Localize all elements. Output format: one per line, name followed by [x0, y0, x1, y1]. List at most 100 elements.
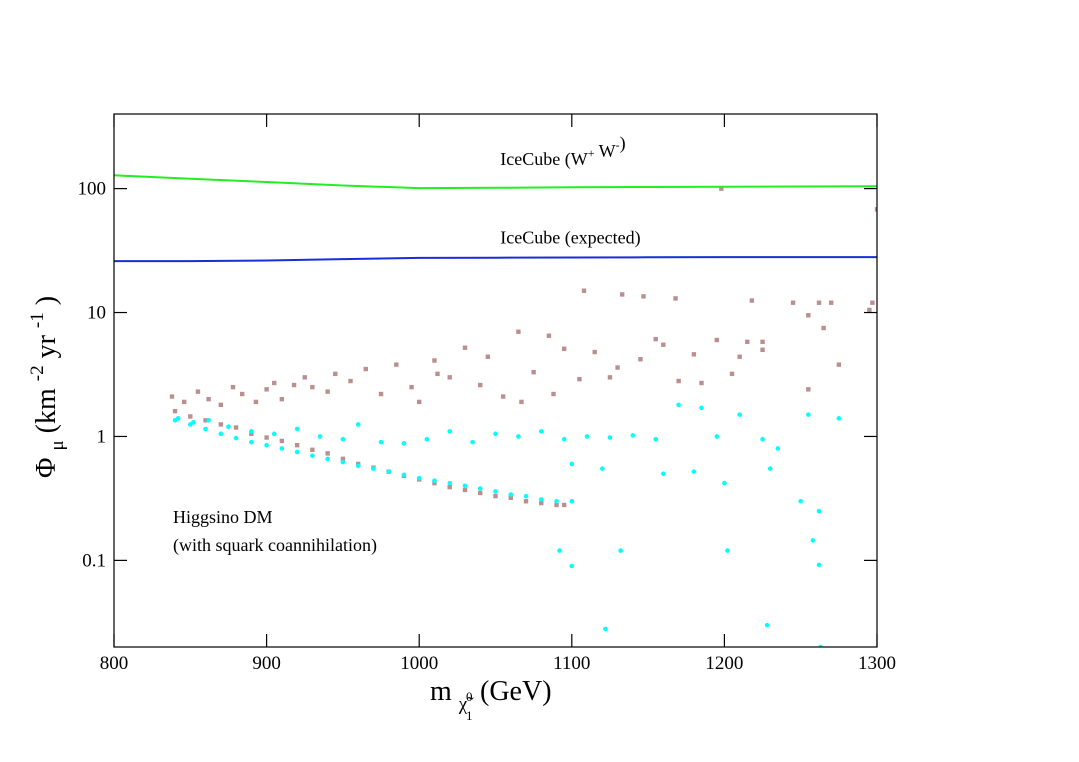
- scatter-point: [340, 436, 346, 442]
- scatter-point: [264, 387, 269, 392]
- axis-ticks: 800 900 1000 1100 1200 1300 0.1 1 10 100: [78, 114, 896, 674]
- scatter-point: [760, 339, 765, 345]
- scatter-point: [531, 370, 536, 375]
- scatter-point: [188, 414, 193, 419]
- scatter-point: [478, 382, 483, 388]
- scatter-point: [432, 480, 437, 486]
- scatter-point: [836, 416, 842, 421]
- scatter-point: [607, 435, 613, 440]
- scatter-series: [172, 408, 567, 508]
- scatter-point: [264, 442, 269, 448]
- scatter-point: [661, 471, 666, 477]
- scatter-point: [249, 439, 254, 445]
- scatter-point: [172, 418, 178, 423]
- x-axis-title-main: m: [430, 676, 452, 707]
- x-axis-title-subsup: 0: [466, 689, 473, 704]
- y-tick-label: 1: [97, 426, 107, 447]
- scatter-point: [249, 429, 254, 434]
- scatter-point: [569, 461, 575, 467]
- scatter-point: [203, 426, 208, 432]
- scatter-point: [714, 434, 720, 439]
- scatter-point: [294, 426, 300, 432]
- scatter-point: [749, 298, 755, 303]
- scatter-point: [470, 439, 475, 445]
- scatter-point: [546, 333, 552, 338]
- scatter-point: [618, 548, 623, 553]
- scatter-point: [760, 436, 765, 442]
- scatter-point: [581, 288, 587, 293]
- scatter-point: [798, 498, 803, 504]
- scatter-point: [218, 422, 224, 427]
- scatter-point: [432, 358, 437, 363]
- scatter-point: [691, 469, 697, 474]
- scatter-point: [806, 412, 811, 417]
- x-tick-label: 1300: [858, 653, 896, 674]
- line-label: IceCube (expected): [500, 228, 640, 249]
- scatter-point: [729, 371, 735, 377]
- scatter-point: [325, 389, 330, 394]
- scatter-point: [310, 447, 315, 453]
- scatter-point: [378, 391, 384, 397]
- y-tick-label: 10: [87, 303, 106, 324]
- scatter-point: [432, 478, 437, 483]
- scatter-point: [816, 562, 822, 568]
- scatter-point: [538, 429, 544, 434]
- scatter-point: [188, 422, 193, 427]
- scatter-point: [737, 412, 742, 417]
- plot-marks: [114, 174, 877, 647]
- scatter-point: [401, 472, 407, 478]
- y-tick-label: 100: [78, 179, 107, 200]
- scatter-point: [516, 434, 521, 439]
- scatter-point: [519, 399, 524, 405]
- scatter-point: [447, 375, 452, 380]
- scatter-point: [493, 489, 498, 494]
- scatter-point: [561, 436, 567, 442]
- scatter-point: [417, 399, 422, 405]
- scatter-series: [175, 402, 842, 647]
- scatter-point: [271, 431, 277, 437]
- scatter-point: [493, 431, 498, 437]
- scatter-point: [348, 378, 353, 384]
- x-tick-label: 900: [252, 653, 281, 674]
- scatter-point: [569, 563, 575, 569]
- scatter-point: [760, 347, 765, 353]
- x-tick-label: 1200: [705, 653, 743, 674]
- scatter-point: [554, 502, 559, 508]
- scatter-point: [554, 498, 559, 504]
- scatter-point: [821, 325, 826, 331]
- scatter-point: [478, 490, 483, 496]
- x-tick-label: 800: [100, 653, 129, 674]
- scatter-point: [462, 483, 468, 489]
- scatter-point: [462, 487, 468, 493]
- scatter-point: [874, 207, 877, 212]
- scatter-point: [714, 337, 719, 343]
- scatter-point: [551, 391, 556, 397]
- scatter-point: [806, 387, 811, 392]
- scatter-point: [394, 362, 399, 367]
- scatter-point: [294, 443, 300, 448]
- x-axis-title-subsub: 1: [466, 708, 473, 723]
- scatter-point: [691, 352, 697, 357]
- annotation-line2: (with squark coannihilation): [173, 535, 377, 556]
- scatter-point: [435, 371, 440, 377]
- scatter-point: [719, 186, 724, 191]
- scatter-point: [725, 548, 730, 553]
- scatter-point: [447, 484, 452, 490]
- scatter-point: [577, 376, 582, 382]
- scatter-point: [416, 475, 422, 481]
- scatter-point: [233, 435, 239, 441]
- scatter-point: [239, 391, 245, 397]
- scatter-series: [169, 186, 877, 408]
- scatter-point: [816, 300, 822, 305]
- scatter-point: [279, 438, 285, 444]
- annotation-line1: Higgsino DM: [173, 507, 273, 527]
- scatter-point: [523, 499, 529, 504]
- scatter-point: [462, 345, 468, 350]
- line-labels: IceCube (W+ W-) IceCube (expected): [500, 133, 640, 249]
- line-label: IceCube (W+ W-): [500, 133, 625, 170]
- scatter-point: [516, 329, 521, 334]
- scatter-point: [557, 548, 562, 553]
- scatter-point: [836, 362, 842, 367]
- scatter-point: [485, 354, 491, 359]
